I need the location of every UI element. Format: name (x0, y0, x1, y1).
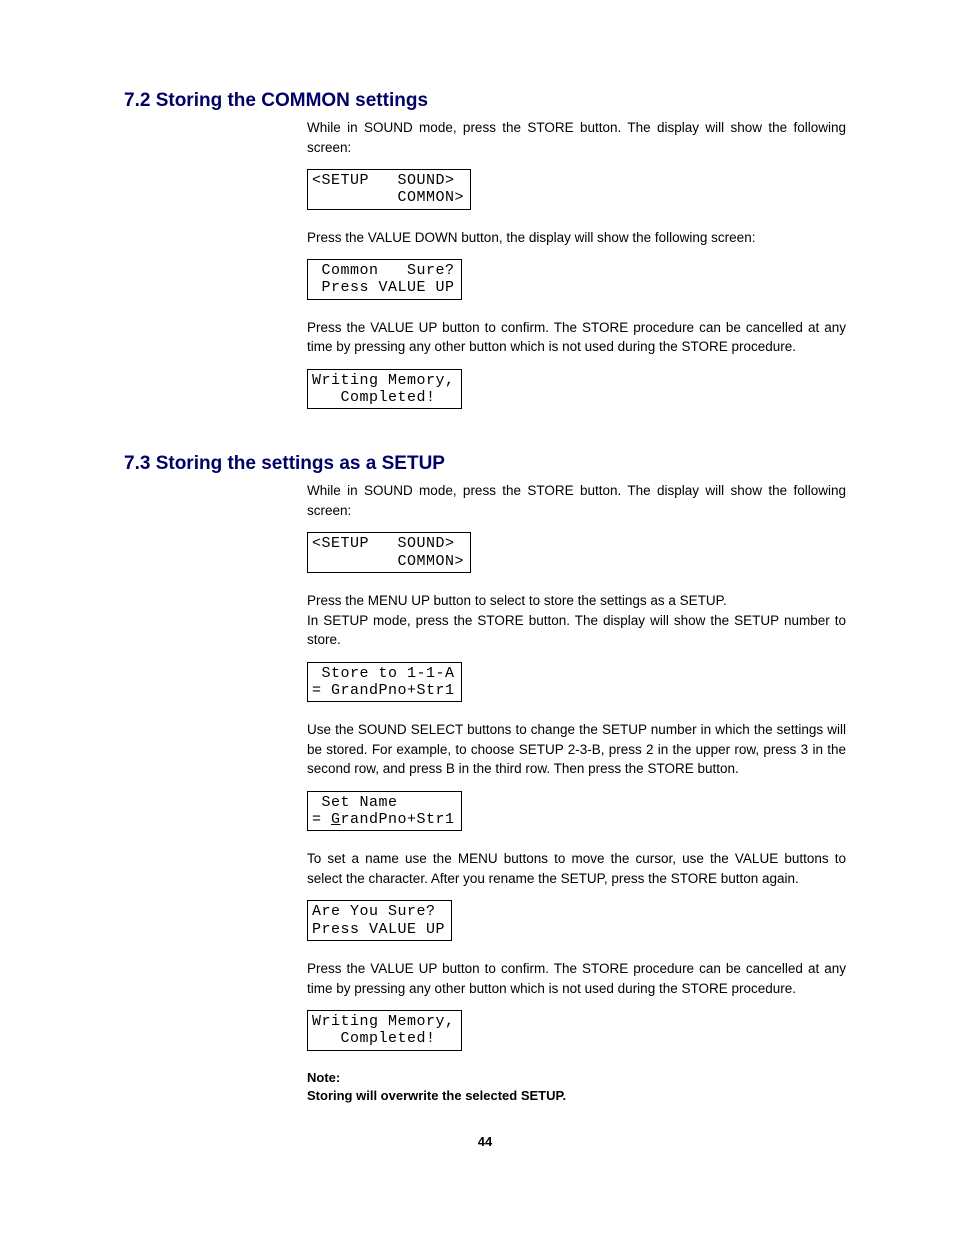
lcd-display: Set Name = GrandPno+Str1 (307, 791, 462, 832)
lcd-display: <SETUP SOUND> COMMON> (307, 169, 471, 210)
lcd-display: Writing Memory, Completed! (307, 1010, 462, 1051)
paragraph: While in SOUND mode, press the STORE but… (307, 118, 846, 157)
lcd-display: Are You Sure? Press VALUE UP (307, 900, 452, 941)
section-heading-7-3: 7.3 Storing the settings as a SETUP (124, 453, 846, 475)
lcd-display: Store to 1-1-A = GrandPno+Str1 (307, 662, 462, 703)
paragraph: While in SOUND mode, press the STORE but… (307, 481, 846, 520)
section-7-2-content: While in SOUND mode, press the STORE but… (307, 118, 846, 427)
note-text: Storing will overwrite the selected SETU… (307, 1087, 846, 1106)
page-number: 44 (124, 1134, 846, 1149)
paragraph: Press the VALUE UP button to confirm. Th… (307, 318, 846, 357)
lcd-display: Common Sure? Press VALUE UP (307, 259, 462, 300)
paragraph: In SETUP mode, press the STORE button. T… (307, 611, 846, 650)
note-label: Note: (307, 1069, 846, 1088)
paragraph: Use the SOUND SELECT buttons to change t… (307, 720, 846, 779)
section-7-3-content: While in SOUND mode, press the STORE but… (307, 481, 846, 1106)
lcd-display: <SETUP SOUND> COMMON> (307, 532, 471, 573)
paragraph: Press the VALUE DOWN button, the display… (307, 228, 846, 248)
section-heading-7-2: 7.2 Storing the COMMON settings (124, 90, 846, 112)
paragraph: Press the MENU UP button to select to st… (307, 591, 846, 611)
paragraph: To set a name use the MENU buttons to mo… (307, 849, 846, 888)
document-page: 7.2 Storing the COMMON settings While in… (0, 0, 954, 1189)
paragraph: Press the VALUE UP button to confirm. Th… (307, 959, 846, 998)
lcd-display: Writing Memory, Completed! (307, 369, 462, 410)
